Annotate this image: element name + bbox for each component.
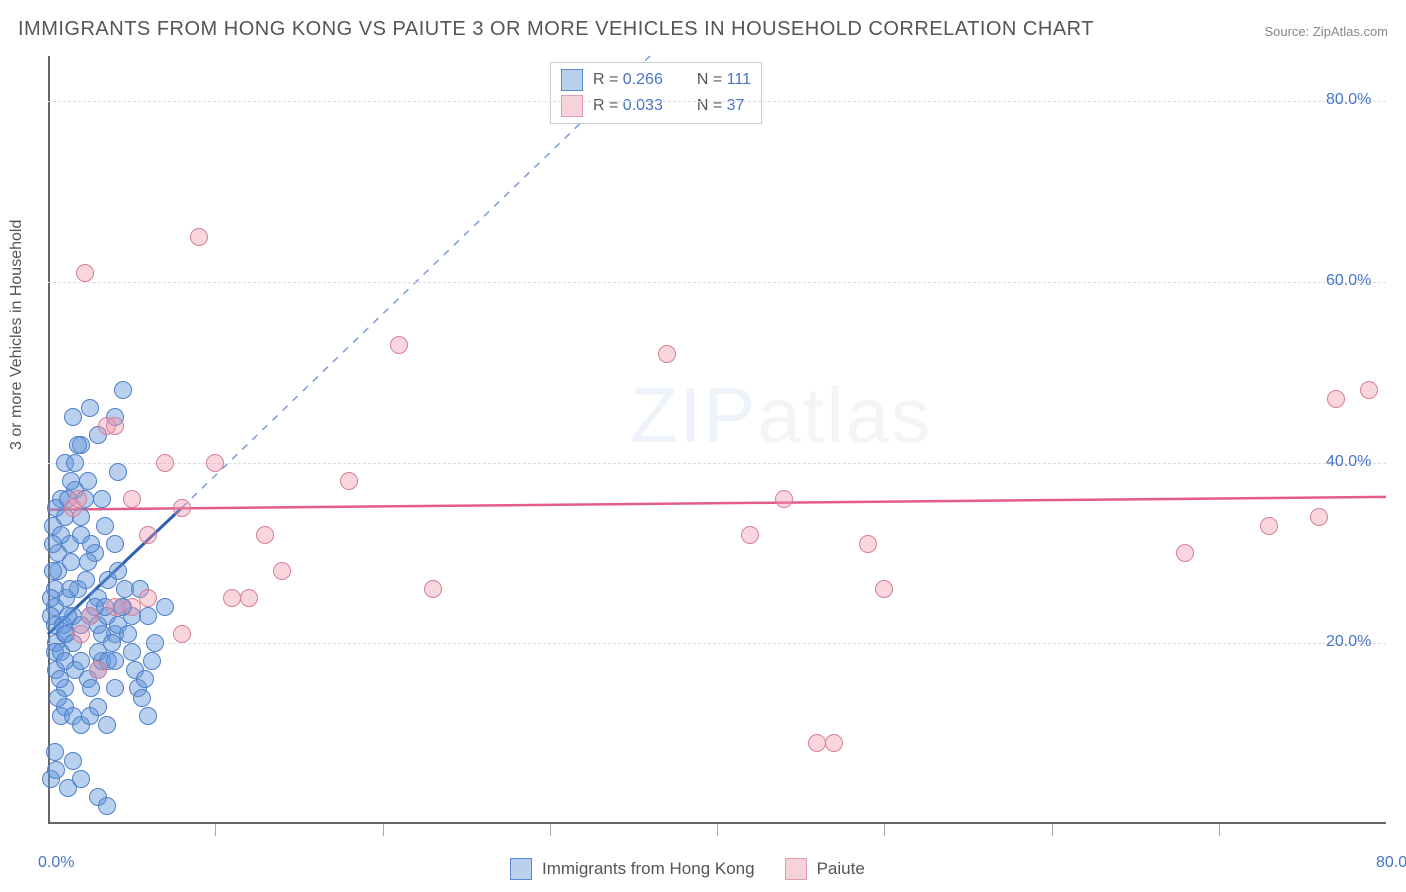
y-axis-label: 3 or more Vehicles in Household [8, 220, 26, 450]
data-point [123, 598, 141, 616]
data-point [64, 752, 82, 770]
data-point [206, 454, 224, 472]
data-point [46, 743, 64, 761]
data-point [106, 535, 124, 553]
legend-series-item: Immigrants from Hong Kong [510, 858, 755, 880]
legend-r-label: R = 0.033 [593, 97, 663, 115]
legend-swatch [785, 858, 807, 880]
data-point [173, 499, 191, 517]
data-point [89, 698, 107, 716]
legend-swatch [561, 95, 583, 117]
data-point [240, 589, 258, 607]
data-point [56, 652, 74, 670]
data-point [76, 264, 94, 282]
data-point [44, 562, 62, 580]
data-point [98, 797, 116, 815]
legend-row: R = 0.266 N = 111 [561, 67, 751, 93]
data-point [156, 454, 174, 472]
data-point [44, 535, 62, 553]
legend-swatch [510, 858, 532, 880]
data-point [98, 716, 116, 734]
data-point [69, 436, 87, 454]
legend-correlation: R = 0.266 N = 111 R = 0.033 N = 37 [550, 62, 762, 124]
legend-series: Immigrants from Hong Kong Paiute [510, 858, 865, 880]
data-point [96, 517, 114, 535]
source-label: Source: ZipAtlas.com [1264, 24, 1388, 39]
data-point [49, 689, 67, 707]
x-minor-tick [383, 824, 384, 836]
data-point [123, 490, 141, 508]
gridline-h [48, 282, 1386, 283]
x-minor-tick [1219, 824, 1220, 836]
x-minor-tick [215, 824, 216, 836]
data-point [424, 580, 442, 598]
legend-series-item: Paiute [785, 858, 865, 880]
data-point [859, 535, 877, 553]
x-minor-tick [550, 824, 551, 836]
legend-r-label: R = 0.266 [593, 71, 663, 89]
y-tick-label: 40.0% [1326, 453, 1371, 471]
data-point [103, 634, 121, 652]
gridline-h [48, 643, 1386, 644]
data-point [66, 454, 84, 472]
x-tick-label: 0.0% [38, 854, 74, 872]
gridline-h [48, 463, 1386, 464]
data-point [173, 625, 191, 643]
data-point [1260, 517, 1278, 535]
data-point [825, 734, 843, 752]
data-point [62, 472, 80, 490]
data-point [133, 689, 151, 707]
data-point [139, 707, 157, 725]
x-minor-tick [884, 824, 885, 836]
legend-n-label: N = 111 [697, 71, 751, 89]
legend-series-label: Paiute [817, 859, 865, 879]
data-point [61, 580, 79, 598]
legend-series-label: Immigrants from Hong Kong [542, 859, 755, 879]
data-point [79, 472, 97, 490]
data-point [143, 652, 161, 670]
y-tick-label: 20.0% [1326, 633, 1371, 651]
data-point [123, 643, 141, 661]
data-point [79, 553, 97, 571]
data-point [81, 607, 99, 625]
x-tick-label: 80.0% [1376, 854, 1406, 872]
chart-container: IMMIGRANTS FROM HONG KONG VS PAIUTE 3 OR… [0, 0, 1406, 892]
data-point [1310, 508, 1328, 526]
data-point [775, 490, 793, 508]
legend-row: R = 0.033 N = 37 [561, 93, 751, 119]
gridline-h [48, 101, 1386, 102]
x-minor-tick [1052, 824, 1053, 836]
data-point [190, 228, 208, 246]
x-minor-tick [717, 824, 718, 836]
data-point [109, 463, 127, 481]
y-tick-label: 60.0% [1326, 272, 1371, 290]
legend-swatch [561, 69, 583, 91]
data-point [808, 734, 826, 752]
chart-title: IMMIGRANTS FROM HONG KONG VS PAIUTE 3 OR… [18, 18, 1094, 41]
data-point [223, 589, 241, 607]
data-point [340, 472, 358, 490]
y-tick-label: 80.0% [1326, 91, 1371, 109]
data-point [658, 345, 676, 363]
plot-area [48, 56, 1386, 824]
data-point [69, 490, 87, 508]
data-point [106, 598, 124, 616]
data-point [116, 580, 134, 598]
legend-n-label: N = 37 [697, 97, 745, 115]
data-point [93, 490, 111, 508]
